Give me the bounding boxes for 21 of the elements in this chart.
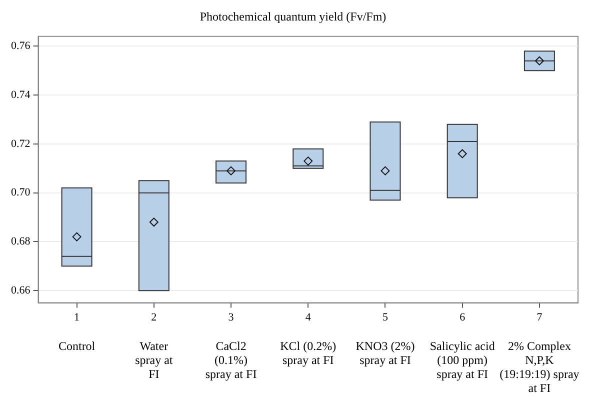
text: KCl (0.2%) spray at FI [280,338,336,367]
x-tick-label: 4 [305,311,312,324]
y-tick-label: 0.70 [11,186,31,199]
x-tick-label: 6 [460,311,466,324]
text: 2% Complex N,P,K (19:19:19) spray at FI [500,338,580,395]
y-tick-label: 0.74 [11,88,31,101]
text: CaCl2 (0.1%) spray at FI [205,338,257,381]
text: KNO3 (2%) spray at FI [356,338,415,367]
chart-title: Photochemical quantum yield (Fv/Fm) [200,9,386,24]
y-tick-label: 0.66 [11,284,31,296]
x-tick-label: 7 [536,311,543,324]
x-tick-label: 3 [228,311,234,324]
text: Salicylic acid (100 ppm) spray at FI [430,338,495,381]
x-tick-label: 1 [74,311,80,324]
x-tick-label: 2 [151,311,157,324]
y-tick-label: 0.72 [11,138,30,150]
text: Water spray at FI [135,338,174,381]
y-tick-label: 0.68 [11,236,31,248]
x-tick-label: 5 [382,311,388,324]
y-tick-label: 0.76 [11,40,31,52]
text: Control [58,338,96,353]
